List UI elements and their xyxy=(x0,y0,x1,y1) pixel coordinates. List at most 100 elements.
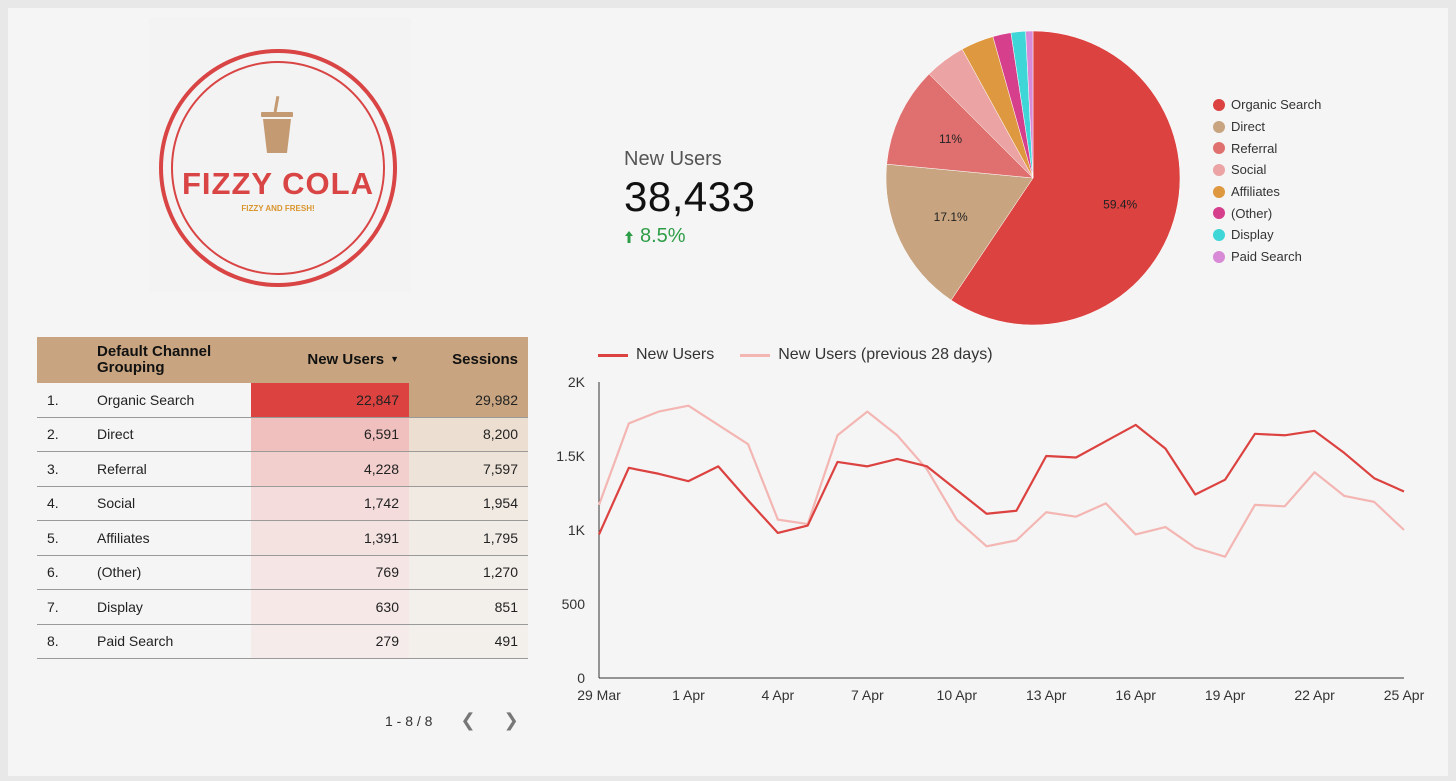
legend-label: Organic Search xyxy=(1231,97,1322,113)
pie-legend: Organic Search Direct Referral Social Affili… xyxy=(1213,94,1321,268)
row-channel: Organic Search xyxy=(87,383,251,418)
table-row[interactable]: 6. (Other) 769 1,270 xyxy=(37,555,528,590)
table-row[interactable]: 1. Organic Search 22,847 29,982 xyxy=(37,383,528,418)
row-new-users: 4,228 xyxy=(251,451,409,487)
series-line-new-users[interactable] xyxy=(597,423,1405,535)
new-users-line-chart: 0 500 1K 1.5K 2K 29 Mar 1 Apr 4 Apr 7 Apr 10 Apr 1… xyxy=(540,370,1440,710)
legend-item-new-users: New Users xyxy=(598,346,714,364)
row-channel: Display xyxy=(87,589,251,625)
arrow-up-icon xyxy=(625,230,633,243)
y-tick-label: 0 xyxy=(577,670,585,686)
legend-dot xyxy=(1213,185,1225,198)
scorecard-delta-value: 8.5% xyxy=(640,225,686,247)
row-new-users: 6,591 xyxy=(251,417,409,452)
pie-slice-label: 59.4% xyxy=(1103,198,1137,212)
legend-item-social[interactable]: Social xyxy=(1213,159,1321,181)
sessions-header[interactable]: Sessions xyxy=(409,337,528,383)
row-sessions: 1,795 xyxy=(409,520,528,556)
table-row[interactable]: 7. Display 630 851 xyxy=(37,589,528,625)
row-channel: Social xyxy=(87,486,251,521)
row-new-users: 769 xyxy=(251,555,409,590)
legend-item-display[interactable]: Display xyxy=(1213,224,1321,246)
table-row[interactable]: 8. Paid Search 279 491 xyxy=(37,624,528,659)
channel-table: Default Channel Grouping New Users ▼ Sess… xyxy=(37,337,528,659)
legend-item-affiliates[interactable]: Affiliates xyxy=(1213,181,1321,203)
x-tick-label: 25 Apr xyxy=(1384,687,1425,703)
sort-desc-icon[interactable]: ▼ xyxy=(390,353,399,364)
row-new-users: 279 xyxy=(251,624,409,659)
index-header xyxy=(37,337,87,383)
y-tick-label: 1.5K xyxy=(556,448,585,464)
brand-logo: FIZZY COLA FIZZY AND FRESH! xyxy=(149,18,411,292)
row-index: 4. xyxy=(37,486,87,521)
table-row[interactable]: 2. Direct 6,591 8,200 xyxy=(37,417,528,452)
x-tick-label: 22 Apr xyxy=(1294,687,1335,703)
legend-dot xyxy=(1213,163,1225,176)
pie-slice-organic-search[interactable] xyxy=(950,30,1181,326)
x-tick-label: 4 Apr xyxy=(762,687,795,703)
pie-slice-referral[interactable] xyxy=(886,73,1034,179)
legend-dot xyxy=(1213,98,1225,111)
y-tick-label: 2K xyxy=(568,374,586,390)
x-tick-label: 13 Apr xyxy=(1026,687,1067,703)
legend-dot xyxy=(1213,228,1225,241)
x-tick-label: 10 Apr xyxy=(937,687,978,703)
scorecard-delta: 8.5% xyxy=(624,225,755,248)
legend-label: Social xyxy=(1231,162,1267,178)
row-channel: (Other) xyxy=(87,555,251,590)
pie-slice-direct[interactable] xyxy=(885,163,1034,301)
table-row[interactable]: 5. Affiliates 1,391 1,795 xyxy=(37,520,528,556)
table-pager: 1 - 8 / 8 ❮ ❯ xyxy=(385,710,519,731)
pager-text: 1 - 8 / 8 xyxy=(385,712,433,729)
legend-dot xyxy=(1213,120,1225,133)
pie-slice-label: 17.1% xyxy=(934,210,968,224)
row-new-users: 1,742 xyxy=(251,486,409,521)
row-sessions: 8,200 xyxy=(409,417,528,452)
table-row[interactable]: 3. Referral 4,228 7,597 xyxy=(37,451,528,487)
series-line-previous-28-days[interactable] xyxy=(597,404,1405,558)
pie-slice-paid-search[interactable] xyxy=(1025,30,1034,179)
new-users-header[interactable]: New Users ▼ xyxy=(251,337,409,383)
row-new-users: 630 xyxy=(251,589,409,625)
new-users-header-label: New Users xyxy=(307,350,385,368)
legend-label: (Other) xyxy=(1231,205,1273,221)
legend-dot xyxy=(1213,207,1225,220)
legend-item-organic-search[interactable]: Organic Search xyxy=(1213,94,1321,116)
row-channel: Direct xyxy=(87,417,251,452)
legend-item-previous: New Users (previous 28 days) xyxy=(740,346,993,364)
row-sessions: 7,597 xyxy=(409,451,528,487)
legend-item-other[interactable]: (Other) xyxy=(1213,202,1321,224)
row-channel: Referral xyxy=(87,451,251,487)
legend-label: New Users xyxy=(636,346,715,363)
row-sessions: 1,954 xyxy=(409,486,528,521)
legend-item-direct[interactable]: Direct xyxy=(1213,116,1321,138)
table-row[interactable]: 4. Social 1,742 1,954 xyxy=(37,486,528,521)
channel-pie-chart: 59.4% 17.1% 11% xyxy=(880,28,1190,328)
channel-header[interactable]: Default Channel Grouping xyxy=(87,337,251,383)
x-tick-label: 16 Apr xyxy=(1115,687,1156,703)
legend-dot xyxy=(1213,250,1225,263)
legend-item-paid-search[interactable]: Paid Search xyxy=(1213,246,1321,268)
row-channel: Affiliates xyxy=(87,520,251,556)
chevron-left-icon[interactable]: ❮ xyxy=(460,710,476,730)
legend-label: Referral xyxy=(1231,140,1278,156)
new-users-scorecard: New Users 38,433 8.5% xyxy=(624,148,755,248)
y-tick-label: 1K xyxy=(568,522,586,538)
x-tick-label: 19 Apr xyxy=(1205,687,1246,703)
row-index: 1. xyxy=(37,383,87,418)
row-index: 5. xyxy=(37,520,87,556)
line-legend: New Users New Users (previous 28 days) xyxy=(598,346,1019,364)
x-tick-label: 29 Mar xyxy=(577,687,621,703)
row-index: 8. xyxy=(37,624,87,659)
chevron-right-icon[interactable]: ❯ xyxy=(503,710,519,730)
legend-item-referral[interactable]: Referral xyxy=(1213,137,1321,159)
row-index: 3. xyxy=(37,451,87,487)
cup-icon xyxy=(261,95,293,153)
row-new-users: 22,847 xyxy=(251,383,409,418)
legend-label: Direct xyxy=(1231,119,1265,135)
legend-label: Paid Search xyxy=(1231,249,1302,265)
row-sessions: 29,982 xyxy=(409,383,528,418)
row-sessions: 851 xyxy=(409,589,528,625)
scorecard-value: 38,433 xyxy=(624,173,756,220)
row-channel: Paid Search xyxy=(87,624,251,659)
